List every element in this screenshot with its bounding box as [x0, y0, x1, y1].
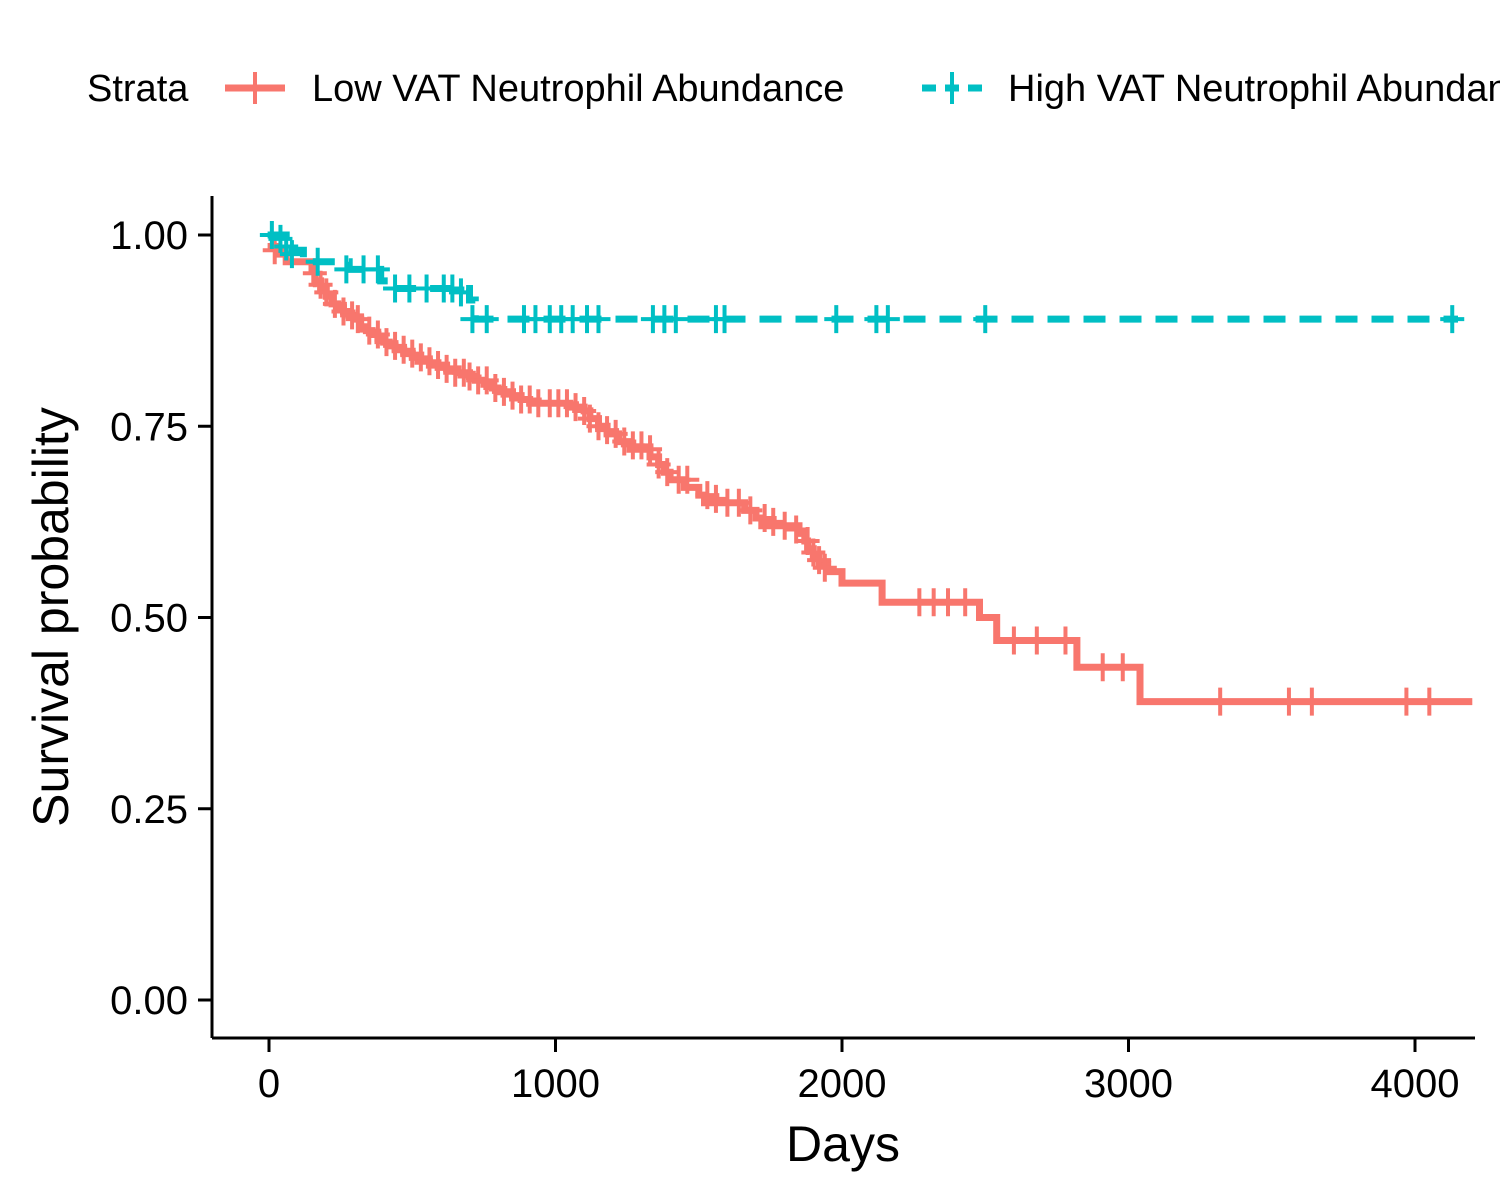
censor-mark-low [761, 507, 786, 536]
series-layer [259, 221, 1473, 716]
censor-mark-low [1394, 687, 1419, 716]
censor-mark-low [1090, 653, 1115, 682]
censor-mark-high [279, 240, 304, 269]
censor-mark-low [1276, 687, 1301, 716]
censor-mark-low [451, 358, 476, 387]
censor-mark-low [738, 496, 763, 525]
censor-mark-low [262, 236, 287, 265]
censor-mark-high [365, 255, 390, 284]
y-axis-title: Survival probability [23, 407, 79, 827]
legend: Strata Low VAT Neutrophil Abundance High… [87, 68, 1500, 110]
series-high [259, 221, 1465, 334]
censor-mark-low [1208, 687, 1233, 716]
legend-title: Strata [87, 68, 189, 110]
censor-mark-low [345, 305, 370, 334]
censor-mark-low [1417, 687, 1442, 716]
censor-mark-low [953, 588, 978, 617]
censor-mark-high [824, 305, 849, 334]
censor-mark-low [1024, 626, 1049, 655]
censor-mark-low [638, 435, 663, 464]
censor-mark-low [675, 465, 700, 494]
censor-mark-low [795, 527, 820, 555]
censor-mark-low [1110, 653, 1135, 682]
axes: 0 1000 2000 3000 4000 0.00 0.25 0.50 0.75 1.00 D… [23, 196, 1475, 1172]
legend-label-low: Low VAT Neutrophil Abundance [312, 68, 844, 110]
series-low [262, 236, 1473, 716]
y-tick-label: 0.00 [110, 979, 188, 1023]
y-tick-label: 0.25 [110, 788, 188, 832]
x-tick-label: 3000 [1084, 1062, 1173, 1106]
y-ticks: 0.00 0.25 0.50 0.75 1.00 [110, 214, 212, 1023]
censor-mark-low [812, 553, 837, 582]
censor-mark-high [305, 247, 330, 276]
y-tick-label: 0.50 [110, 597, 188, 641]
censor-mark-low [1001, 626, 1026, 655]
x-tick-label: 4000 [1371, 1062, 1460, 1106]
censor-mark-low [1053, 626, 1078, 655]
survival-curve-high [267, 231, 1458, 323]
legend-item-high: High VAT Neutrophil Abundance [922, 68, 1500, 110]
x-ticks: 0 1000 2000 3000 4000 [258, 1038, 1460, 1106]
censor-mark-high [712, 305, 737, 334]
censor-mark-low [703, 484, 728, 513]
censor-mark-high [448, 278, 473, 307]
x-axis-title: Days [786, 1116, 900, 1172]
censor-mark-low [784, 515, 809, 544]
censor-mark-high [663, 305, 688, 334]
x-tick-label: 0 [258, 1062, 280, 1106]
survival-curve-low [267, 243, 1473, 706]
censor-mark-low [340, 301, 365, 330]
censor-mark-high [474, 305, 499, 334]
legend-label-high: High VAT Neutrophil Abundance [1008, 68, 1500, 110]
y-tick-label: 0.75 [110, 405, 188, 449]
legend-item-low: Low VAT Neutrophil Abundance [225, 68, 844, 110]
censor-mark-high [973, 305, 998, 334]
censor-mark-low [1299, 687, 1324, 716]
censor-mark-low [772, 511, 797, 540]
x-tick-label: 1000 [511, 1062, 600, 1106]
censor-mark-high [586, 305, 611, 334]
censor-mark-high [875, 305, 900, 334]
censor-mark-high [1440, 305, 1465, 334]
x-tick-label: 2000 [798, 1062, 887, 1106]
y-tick-label: 1.00 [110, 214, 188, 258]
